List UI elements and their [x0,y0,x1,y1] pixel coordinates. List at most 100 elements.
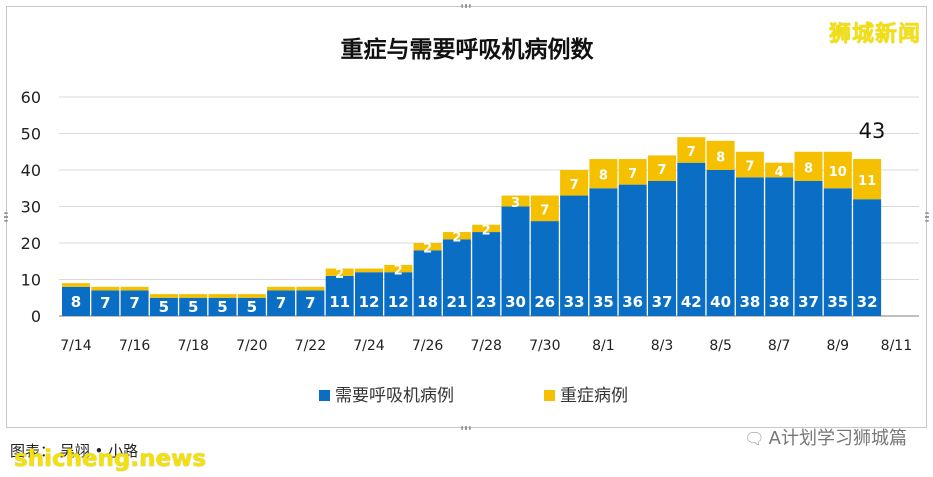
x-tick-label: 8/1 [592,338,615,354]
x-tick-label: 7/16 [119,338,151,354]
data-label: 12 [388,293,409,311]
data-label: 5 [159,298,169,316]
data-label: 8 [71,293,81,311]
data-label: 7 [628,167,637,182]
legend-swatch-ventilator [319,390,330,401]
data-label: 38 [739,293,760,311]
bar-ventilator [472,232,501,316]
legend-label-severe: 重症病例 [560,386,628,406]
bar-severe [765,162,794,178]
data-label: 8 [599,169,608,184]
data-label: 37 [652,293,673,311]
bar-severe [355,268,383,273]
data-label: 37 [798,293,819,311]
data-label: 3 [511,196,520,211]
bar-severe [237,294,266,298]
data-label: 4 [775,165,784,180]
legend-label-ventilator: 需要呼吸机病例 [335,386,454,406]
data-label: 2 [423,242,432,257]
bar-severe [560,170,589,196]
bar-severe [823,151,852,189]
x-tick-label: 7/14 [60,338,92,354]
bar-severe [472,224,501,233]
data-label: 11 [858,174,876,189]
bar-ventilator [618,184,647,316]
y-tick-label: 10 [21,271,41,290]
x-tick-label: 7/18 [177,338,208,354]
bar-severe [149,294,178,298]
data-label: 7 [570,178,579,193]
bar-ventilator [589,188,618,316]
data-label: 21 [446,293,467,311]
x-tick-label: 8/5 [709,338,732,354]
bar-severe [706,140,735,170]
bar-ventilator [501,206,530,316]
chart-caption: 图表： 吴翊 • 小路 [10,442,139,460]
bar-ventilator [179,297,208,316]
data-label: 35 [827,293,848,311]
data-label: 8 [716,150,725,165]
bar-severe [62,283,90,287]
data-label: 38 [769,293,790,311]
bar-severe [530,195,559,222]
bar-severe [120,286,149,291]
site-watermark: shicheng.news [14,446,207,472]
bar-ventilator [794,180,823,316]
data-label: 7 [657,163,666,178]
resize-handle-right[interactable] [925,212,929,222]
bar-ventilator [530,221,559,316]
x-tick-label: 8/9 [827,338,850,354]
bar-ventilator [765,177,794,316]
legend: 需要呼吸机病例 重症病例 [319,386,628,406]
bar-ventilator [648,180,676,316]
y-axis: 0 10 20 30 40 50 60 [21,88,41,326]
bar-ventilator [296,290,325,316]
resize-handle-bottom[interactable] [461,426,471,430]
data-label: 40 [710,293,731,311]
bar-severe [325,268,354,276]
data-label: 36 [622,293,643,311]
data-label: 2 [482,223,491,238]
bar-ventilator [442,239,471,316]
data-label: 7 [745,160,754,175]
chat-bubble-icon: 🗨 [744,429,765,448]
bar-ventilator [208,297,237,316]
x-tick-label: 8/7 [768,338,791,354]
bar-ventilator [62,286,90,316]
bar-severe [208,294,237,298]
bar-severe [179,294,208,298]
resize-handle-top[interactable] [461,4,471,8]
x-tick-label: 7/24 [353,338,385,354]
bar-ventilator [677,162,706,316]
bar-ventilator [735,177,764,316]
data-label: 35 [593,293,614,311]
chart-frame: 重症与需要呼吸机病例数 0 10 20 30 40 50 60 8 7 7 5 5 5 5 7 7 11 2 12… [4,4,929,430]
y-tick-label: 40 [21,161,41,180]
bar-ventilator [237,297,266,316]
bar-severe [677,137,706,163]
bar-ventilator [560,195,589,316]
bar-ventilator [91,290,120,316]
brand-logo-text: 狮城新闻 [828,21,921,47]
x-tick-label: 8/11 [881,338,912,354]
data-label: 2 [452,231,461,246]
bar-severe [501,195,530,207]
data-label: 7 [100,294,110,312]
bar-severe [91,286,120,291]
data-label: 30 [505,293,526,311]
data-label: 23 [476,293,497,311]
bar-severe [442,232,471,240]
bar-severe [794,151,823,181]
x-tick-label: 7/22 [295,338,326,354]
data-label: 10 [829,165,847,180]
resize-handle-left[interactable] [4,212,8,222]
total-annotation: 43 [859,119,886,143]
bar-severe [296,286,325,291]
data-label: 2 [335,267,344,282]
data-label: 7 [540,203,549,218]
data-label: 7 [305,294,315,312]
chart-title: 重症与需要呼吸机病例数 [341,36,595,63]
y-tick-label: 20 [21,234,41,253]
data-label: 32 [857,293,878,311]
bar-ventilator [325,275,354,316]
